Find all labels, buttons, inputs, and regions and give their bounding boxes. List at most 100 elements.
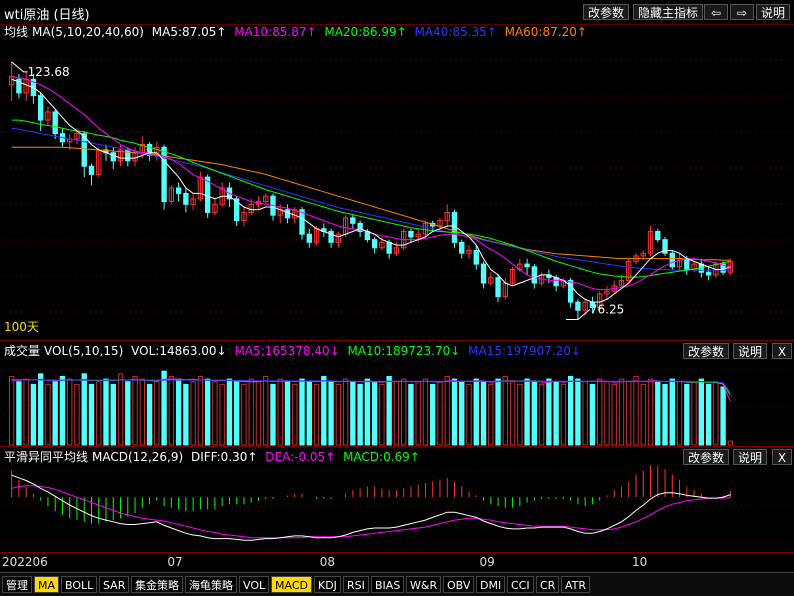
candle xyxy=(488,277,494,284)
volume-bar xyxy=(96,381,102,446)
volume-bar xyxy=(437,381,443,446)
volume-bar xyxy=(74,383,80,446)
indicator-tab-bar: 管理 MA BOLL SAR 集金策略 海龟策略 VOL MACD KDJ RSI BIAS W&R O… xyxy=(0,572,794,596)
legend-diff: DIFF:0.30↑ xyxy=(190,450,258,464)
candle xyxy=(640,252,646,257)
volume-bar xyxy=(306,381,312,446)
candle xyxy=(473,249,479,265)
volume-bar xyxy=(524,378,530,446)
candle xyxy=(720,263,726,273)
volume-bar xyxy=(553,381,559,446)
help-button[interactable]: 说明 xyxy=(756,4,791,20)
vol-help-button[interactable]: 说明 xyxy=(733,343,768,359)
tab-rsi[interactable]: RSI xyxy=(343,576,369,593)
params-button[interactable]: 改参数 xyxy=(583,4,630,20)
candle xyxy=(306,233,312,243)
volume-bar xyxy=(422,378,429,446)
tab-dmi[interactable]: DMI xyxy=(476,576,506,593)
candle xyxy=(299,209,305,235)
volume-bar xyxy=(139,378,145,446)
tab-bias[interactable]: BIAS xyxy=(371,576,405,593)
main-indicator-formula: MA(5,10,20,40,60) xyxy=(32,25,144,39)
macd-params-button[interactable]: 改参数 xyxy=(683,449,730,465)
volume-bar xyxy=(8,375,15,446)
volume-bar xyxy=(45,383,51,446)
volume-bar xyxy=(234,381,240,446)
volume-bar xyxy=(495,378,501,446)
legend-ma10: MA10:85.87↑ xyxy=(234,25,317,39)
tab-集金策略[interactable]: 集金策略 xyxy=(131,576,183,593)
tab-管理[interactable]: 管理 xyxy=(2,576,32,593)
tab-w&r[interactable]: W&R xyxy=(406,576,442,593)
dea-line xyxy=(11,485,731,539)
candle xyxy=(183,192,189,205)
grid xyxy=(0,369,794,443)
volume-bar xyxy=(618,378,625,446)
volume-bar xyxy=(509,381,516,446)
tab-macd[interactable]: MACD xyxy=(271,576,312,593)
volume-bar xyxy=(379,383,385,446)
tab-boll[interactable]: BOLL xyxy=(61,576,98,593)
volume-bar xyxy=(292,383,298,446)
candle xyxy=(459,241,465,254)
tab-vol[interactable]: VOL xyxy=(239,576,270,593)
ma10-line xyxy=(11,76,731,291)
volume-bar xyxy=(190,381,196,446)
volume-bar xyxy=(698,378,705,446)
candle xyxy=(422,222,429,235)
candle xyxy=(524,263,530,268)
volume-bar xyxy=(161,370,167,446)
candle xyxy=(371,239,378,249)
vol-params-button[interactable]: 改参数 xyxy=(683,343,730,359)
volume-bar xyxy=(175,378,182,446)
tab-海龟策略[interactable]: 海龟策略 xyxy=(185,576,237,593)
candle xyxy=(386,241,392,254)
legend-ma40: MA40:85.35↑ xyxy=(414,25,497,39)
candle xyxy=(509,269,516,284)
vol-indicator-formula: VOL(5,10,15) xyxy=(44,344,124,358)
volume-bar xyxy=(408,383,414,446)
next-arrow-icon[interactable]: ⇨ xyxy=(730,4,754,20)
hide-indicator-button[interactable]: 隐藏主指标 xyxy=(633,4,704,20)
volume-bar xyxy=(400,378,407,446)
tab-sar[interactable]: SAR xyxy=(99,576,130,593)
legend-ma20: MA20:86.99↑ xyxy=(324,25,407,39)
candle xyxy=(241,211,247,222)
days-label: 100天 xyxy=(4,320,39,334)
volume-bar xyxy=(241,383,247,446)
chart-canvas[interactable]: 123.68 76.25 202206 07 08 09 10 xyxy=(0,0,794,572)
volume-bar xyxy=(197,375,204,446)
volume-bar xyxy=(488,383,494,446)
volume-bar xyxy=(110,383,116,446)
candle xyxy=(480,263,487,284)
tab-atr[interactable]: ATR xyxy=(561,576,591,593)
ma60-line xyxy=(11,146,731,261)
volume-bar xyxy=(582,381,588,446)
volume-bar xyxy=(248,378,254,446)
candle xyxy=(379,241,385,249)
tab-cr[interactable]: CR xyxy=(536,576,560,593)
volume-bar xyxy=(589,383,596,446)
macd-help-button[interactable]: 说明 xyxy=(733,449,768,465)
candle xyxy=(197,176,204,200)
tab-ma[interactable]: MA xyxy=(34,576,60,593)
legend-vol-ma5: MA5:165378.40↓ xyxy=(234,344,340,358)
tab-cci[interactable]: CCI xyxy=(507,576,534,593)
tab-obv[interactable]: OBV xyxy=(443,576,475,593)
candle xyxy=(604,290,610,295)
macd-close-icon[interactable]: X xyxy=(772,449,792,465)
main-indicator-name: 均线 xyxy=(4,25,29,39)
volume-bar xyxy=(30,383,37,446)
pane-separator xyxy=(0,340,794,341)
vol-close-icon[interactable]: X xyxy=(772,343,792,359)
volume-bar xyxy=(146,383,153,446)
volume-bar xyxy=(154,381,160,446)
candle xyxy=(408,230,414,238)
candle xyxy=(567,279,574,303)
prev-arrow-icon[interactable]: ⇦ xyxy=(704,4,728,20)
volume-bar xyxy=(183,383,189,446)
volume-bar xyxy=(662,383,668,446)
volume-bar xyxy=(560,383,567,446)
tab-kdj[interactable]: KDJ xyxy=(314,576,341,593)
volume-bar xyxy=(16,381,22,446)
